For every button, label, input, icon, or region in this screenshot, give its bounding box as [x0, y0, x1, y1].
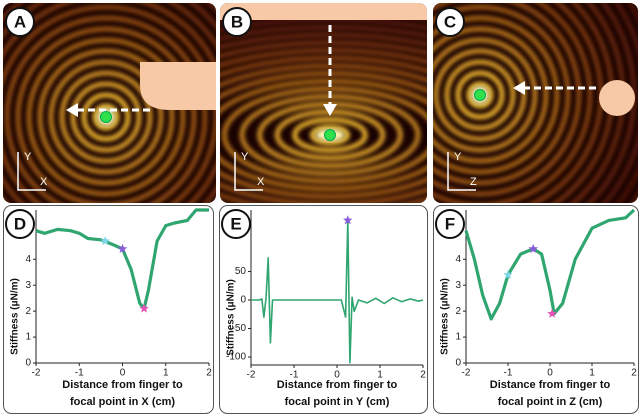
y-tick-label: 1 — [25, 332, 31, 343]
panel-letter: B — [231, 12, 243, 31]
x-tick-label: -1 — [504, 368, 513, 379]
axis-letter: X — [257, 176, 265, 188]
axis-letter: Y — [24, 151, 32, 163]
figure: Y X A Y X B Y Z C 0 1 2 3 4 -2 -1 0 1 2 Distance from finge… — [0, 0, 641, 419]
axis-letter: Y — [241, 151, 249, 163]
x-label: Distance from finger to — [277, 379, 398, 391]
panel-letter: A — [14, 12, 26, 31]
y-tick-label: 2 — [25, 306, 31, 317]
y-tick-label: 3 — [25, 280, 31, 291]
axis-letter: X — [40, 176, 48, 188]
x-tick-label: 2 — [206, 368, 212, 379]
focal-point — [475, 90, 486, 101]
y-tick-label: 4 — [25, 254, 31, 265]
panel-letter: D — [14, 214, 26, 233]
x-tick-label: -1 — [75, 368, 84, 379]
x-tick-label: -2 — [32, 368, 41, 379]
panel-letter: F — [445, 214, 455, 233]
x-tick-label: 1 — [163, 368, 169, 379]
x-tick-label: -2 — [462, 368, 471, 379]
y-tick-label: 0 — [25, 358, 31, 369]
x-tick-label: 0 — [120, 368, 126, 379]
x-label: focal point in Z (cm) — [498, 396, 603, 408]
page: {"panels":[{"label":"A","axes":["Y","X"]… — [0, 0, 641, 419]
x-label: focal point in X (cm) — [70, 396, 175, 408]
y-tick-label: 0 — [455, 358, 461, 369]
x-label: Distance from finger to — [62, 379, 183, 391]
x-tick-label: 2 — [631, 368, 637, 379]
x-tick-label: 1 — [589, 368, 595, 379]
finger — [140, 62, 216, 110]
y-tick-label: 2 — [455, 306, 461, 317]
y-label: Stiffness (μN/m) — [10, 278, 21, 355]
y-label: Stiffness (μN/m) — [226, 279, 237, 356]
y-tick-label: 0 — [240, 295, 246, 306]
panel-letter: C — [444, 12, 456, 31]
x-tick-label: 0 — [547, 368, 553, 379]
focal-point — [101, 112, 112, 123]
x-label: focal point in Y (cm) — [285, 396, 390, 408]
axis-letter: Z — [470, 176, 477, 188]
finger — [599, 80, 635, 116]
y-tick-label: 1 — [455, 332, 461, 343]
panel-letter: E — [230, 214, 241, 233]
focal-point — [325, 130, 336, 141]
x-tick-label: -2 — [247, 370, 256, 381]
y-tick-label: 50 — [235, 266, 247, 277]
axis-letter: Y — [454, 151, 462, 163]
y-label: Stiffness (μN/m) — [440, 278, 451, 355]
x-label: Distance from finger to — [490, 379, 611, 391]
y-tick-label: 3 — [455, 280, 461, 291]
x-tick-label: 2 — [420, 370, 426, 381]
y-tick-label: 4 — [455, 254, 461, 265]
